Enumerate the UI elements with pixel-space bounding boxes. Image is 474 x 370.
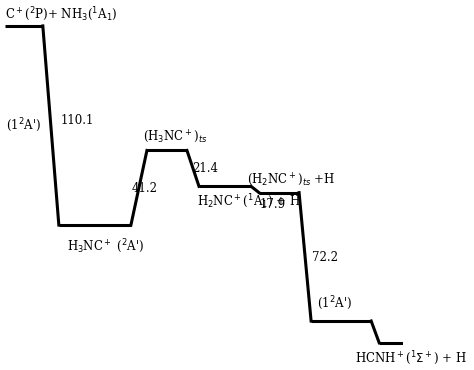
Text: (H$_3$NC$^+$)$_{ts}$: (H$_3$NC$^+$)$_{ts}$ bbox=[143, 129, 207, 145]
Text: H$_2$NC$^+$($^1$A$_1$) + H: H$_2$NC$^+$($^1$A$_1$) + H bbox=[197, 192, 301, 210]
Text: HCNH$^+$($^1\Sigma^+$) + H: HCNH$^+$($^1\Sigma^+$) + H bbox=[355, 349, 467, 367]
Text: 21.4: 21.4 bbox=[192, 162, 218, 175]
Text: H$_3$NC$^+$ ($^2$A'): H$_3$NC$^+$ ($^2$A') bbox=[67, 237, 144, 255]
Text: C$^+$($^2$P)+ NH$_3$($^1$A$_1$): C$^+$($^2$P)+ NH$_3$($^1$A$_1$) bbox=[5, 6, 117, 23]
Text: (1$^2$A'): (1$^2$A') bbox=[6, 117, 41, 134]
Text: 72.2: 72.2 bbox=[312, 251, 338, 264]
Text: 110.1: 110.1 bbox=[61, 114, 94, 127]
Text: (1$^2$A'): (1$^2$A') bbox=[317, 294, 352, 312]
Text: 17.9: 17.9 bbox=[260, 198, 286, 211]
Text: (H$_2$NC$^+$)$_{ts}$ +H: (H$_2$NC$^+$)$_{ts}$ +H bbox=[247, 171, 335, 188]
Text: 41.2: 41.2 bbox=[132, 182, 158, 195]
